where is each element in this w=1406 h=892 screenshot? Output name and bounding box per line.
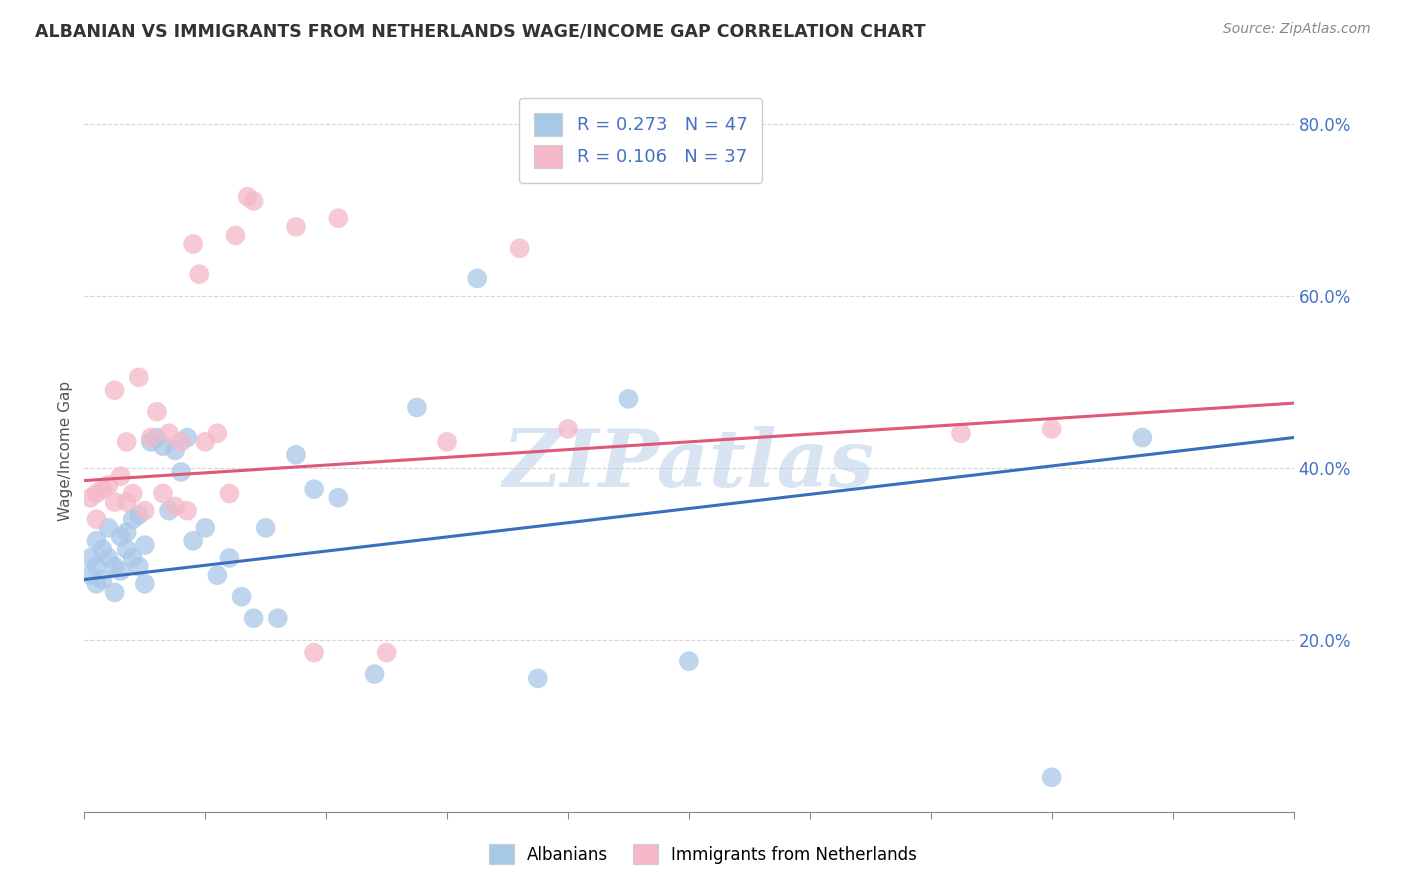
Point xyxy=(285,219,308,234)
Point xyxy=(242,194,264,208)
Point xyxy=(104,384,127,398)
Text: Source: ZipAtlas.com: Source: ZipAtlas.com xyxy=(1223,22,1371,37)
Point xyxy=(436,434,458,449)
Point xyxy=(527,672,550,686)
Point xyxy=(194,521,217,535)
Point xyxy=(617,392,640,406)
Point xyxy=(170,434,193,449)
Text: ALBANIAN VS IMMIGRANTS FROM NETHERLANDS WAGE/INCOME GAP CORRELATION CHART: ALBANIAN VS IMMIGRANTS FROM NETHERLANDS … xyxy=(35,22,925,40)
Point xyxy=(91,482,114,496)
Point xyxy=(86,559,108,574)
Point xyxy=(97,551,120,566)
Legend: Albanians, Immigrants from Netherlands: Albanians, Immigrants from Netherlands xyxy=(482,838,924,871)
Point xyxy=(97,521,120,535)
Point xyxy=(181,237,204,252)
Point xyxy=(152,486,174,500)
Point xyxy=(1040,770,1063,784)
Point xyxy=(97,478,120,492)
Y-axis label: Wage/Income Gap: Wage/Income Gap xyxy=(58,380,73,521)
Point xyxy=(267,611,290,625)
Point xyxy=(79,491,101,505)
Point xyxy=(950,426,973,441)
Point xyxy=(104,585,127,599)
Point xyxy=(328,491,350,505)
Point xyxy=(104,559,127,574)
Point xyxy=(406,401,429,415)
Point xyxy=(285,448,308,462)
Point xyxy=(79,551,101,566)
Point xyxy=(86,486,108,500)
Point xyxy=(128,508,150,522)
Point xyxy=(678,654,700,668)
Point xyxy=(86,533,108,548)
Point xyxy=(218,551,240,566)
Point xyxy=(231,590,253,604)
Point xyxy=(242,611,264,625)
Point xyxy=(121,512,143,526)
Point xyxy=(254,521,277,535)
Point xyxy=(328,211,350,226)
Point xyxy=(176,431,198,445)
Point xyxy=(218,486,240,500)
Point xyxy=(115,542,138,557)
Point xyxy=(104,495,127,509)
Point xyxy=(157,426,180,441)
Text: ZIPatlas: ZIPatlas xyxy=(503,426,875,504)
Point xyxy=(128,559,150,574)
Point xyxy=(1040,422,1063,436)
Point xyxy=(146,405,169,419)
Point xyxy=(134,503,156,517)
Point xyxy=(557,422,579,436)
Point xyxy=(86,512,108,526)
Point xyxy=(115,434,138,449)
Point xyxy=(236,190,259,204)
Point xyxy=(115,495,138,509)
Point xyxy=(302,482,325,496)
Point xyxy=(139,434,162,449)
Point xyxy=(91,542,114,557)
Point xyxy=(152,439,174,453)
Point xyxy=(121,486,143,500)
Legend: R = 0.273   N = 47, R = 0.106   N = 37: R = 0.273 N = 47, R = 0.106 N = 37 xyxy=(519,98,762,183)
Point xyxy=(225,228,247,243)
Point xyxy=(207,426,229,441)
Point xyxy=(139,431,162,445)
Point xyxy=(91,573,114,587)
Point xyxy=(165,500,187,514)
Point xyxy=(194,434,217,449)
Point xyxy=(176,503,198,517)
Point xyxy=(170,465,193,479)
Point xyxy=(146,431,169,445)
Point xyxy=(128,370,150,384)
Point xyxy=(134,538,156,552)
Point xyxy=(110,469,132,483)
Point xyxy=(121,551,143,566)
Point xyxy=(509,241,531,255)
Point xyxy=(110,564,132,578)
Point xyxy=(1130,431,1153,445)
Point xyxy=(207,568,229,582)
Point xyxy=(86,576,108,591)
Point xyxy=(110,529,132,543)
Point xyxy=(188,267,211,281)
Point xyxy=(467,271,489,285)
Point xyxy=(165,443,187,458)
Point xyxy=(375,646,398,660)
Point xyxy=(302,646,325,660)
Point xyxy=(79,568,101,582)
Point xyxy=(134,576,156,591)
Point xyxy=(115,525,138,540)
Point xyxy=(363,667,385,681)
Point xyxy=(181,533,204,548)
Point xyxy=(157,503,180,517)
